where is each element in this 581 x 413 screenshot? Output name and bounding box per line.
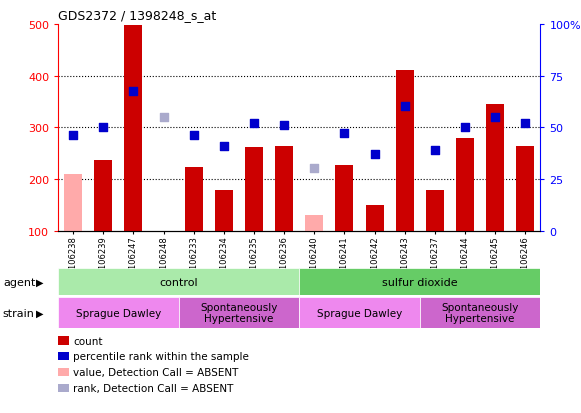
Text: control: control	[159, 277, 198, 287]
Point	[310, 165, 319, 172]
Bar	[124, 26, 142, 231]
Text: Sprague Dawley: Sprague Dawley	[317, 308, 402, 318]
Bar	[396, 71, 414, 231]
Bar	[365, 206, 383, 231]
Point	[69, 133, 78, 139]
Text: agent: agent	[3, 277, 35, 287]
Point	[460, 125, 469, 131]
Text: GDS2372 / 1398248_s_at: GDS2372 / 1398248_s_at	[58, 9, 216, 22]
Bar	[64, 174, 83, 231]
Text: Spontaneously
Hypertensive: Spontaneously Hypertensive	[200, 302, 278, 324]
Point	[370, 152, 379, 158]
Point	[279, 122, 289, 129]
Bar	[299, 297, 420, 328]
Text: ▶: ▶	[36, 277, 43, 287]
Bar	[335, 165, 353, 231]
Bar	[215, 191, 233, 231]
Bar	[486, 105, 504, 231]
Point	[99, 125, 108, 131]
Bar	[426, 191, 444, 231]
Point	[521, 121, 530, 127]
Bar	[275, 147, 293, 231]
Point	[249, 121, 259, 127]
Text: ▶: ▶	[36, 308, 43, 318]
Bar	[299, 268, 540, 295]
Bar	[456, 138, 474, 231]
Point	[219, 144, 228, 150]
Bar	[185, 168, 203, 231]
Point	[400, 103, 410, 110]
Text: count: count	[73, 336, 103, 346]
Text: rank, Detection Call = ABSENT: rank, Detection Call = ABSENT	[73, 383, 234, 393]
Point	[159, 114, 168, 121]
Bar	[58, 268, 299, 295]
Bar	[94, 161, 112, 231]
Point	[189, 133, 198, 139]
Bar	[58, 297, 179, 328]
Text: Sprague Dawley: Sprague Dawley	[76, 308, 161, 318]
Bar	[245, 148, 263, 231]
Text: sulfur dioxide: sulfur dioxide	[382, 277, 458, 287]
Text: strain: strain	[3, 308, 35, 318]
Bar	[420, 297, 540, 328]
Text: percentile rank within the sample: percentile rank within the sample	[73, 351, 249, 361]
Text: Spontaneously
Hypertensive: Spontaneously Hypertensive	[442, 302, 519, 324]
Point	[430, 147, 439, 154]
Bar	[516, 147, 535, 231]
Bar	[305, 216, 324, 231]
Bar	[179, 297, 299, 328]
Point	[490, 114, 500, 121]
Text: value, Detection Call = ABSENT: value, Detection Call = ABSENT	[73, 367, 239, 377]
Point	[129, 89, 138, 95]
Point	[340, 130, 349, 137]
